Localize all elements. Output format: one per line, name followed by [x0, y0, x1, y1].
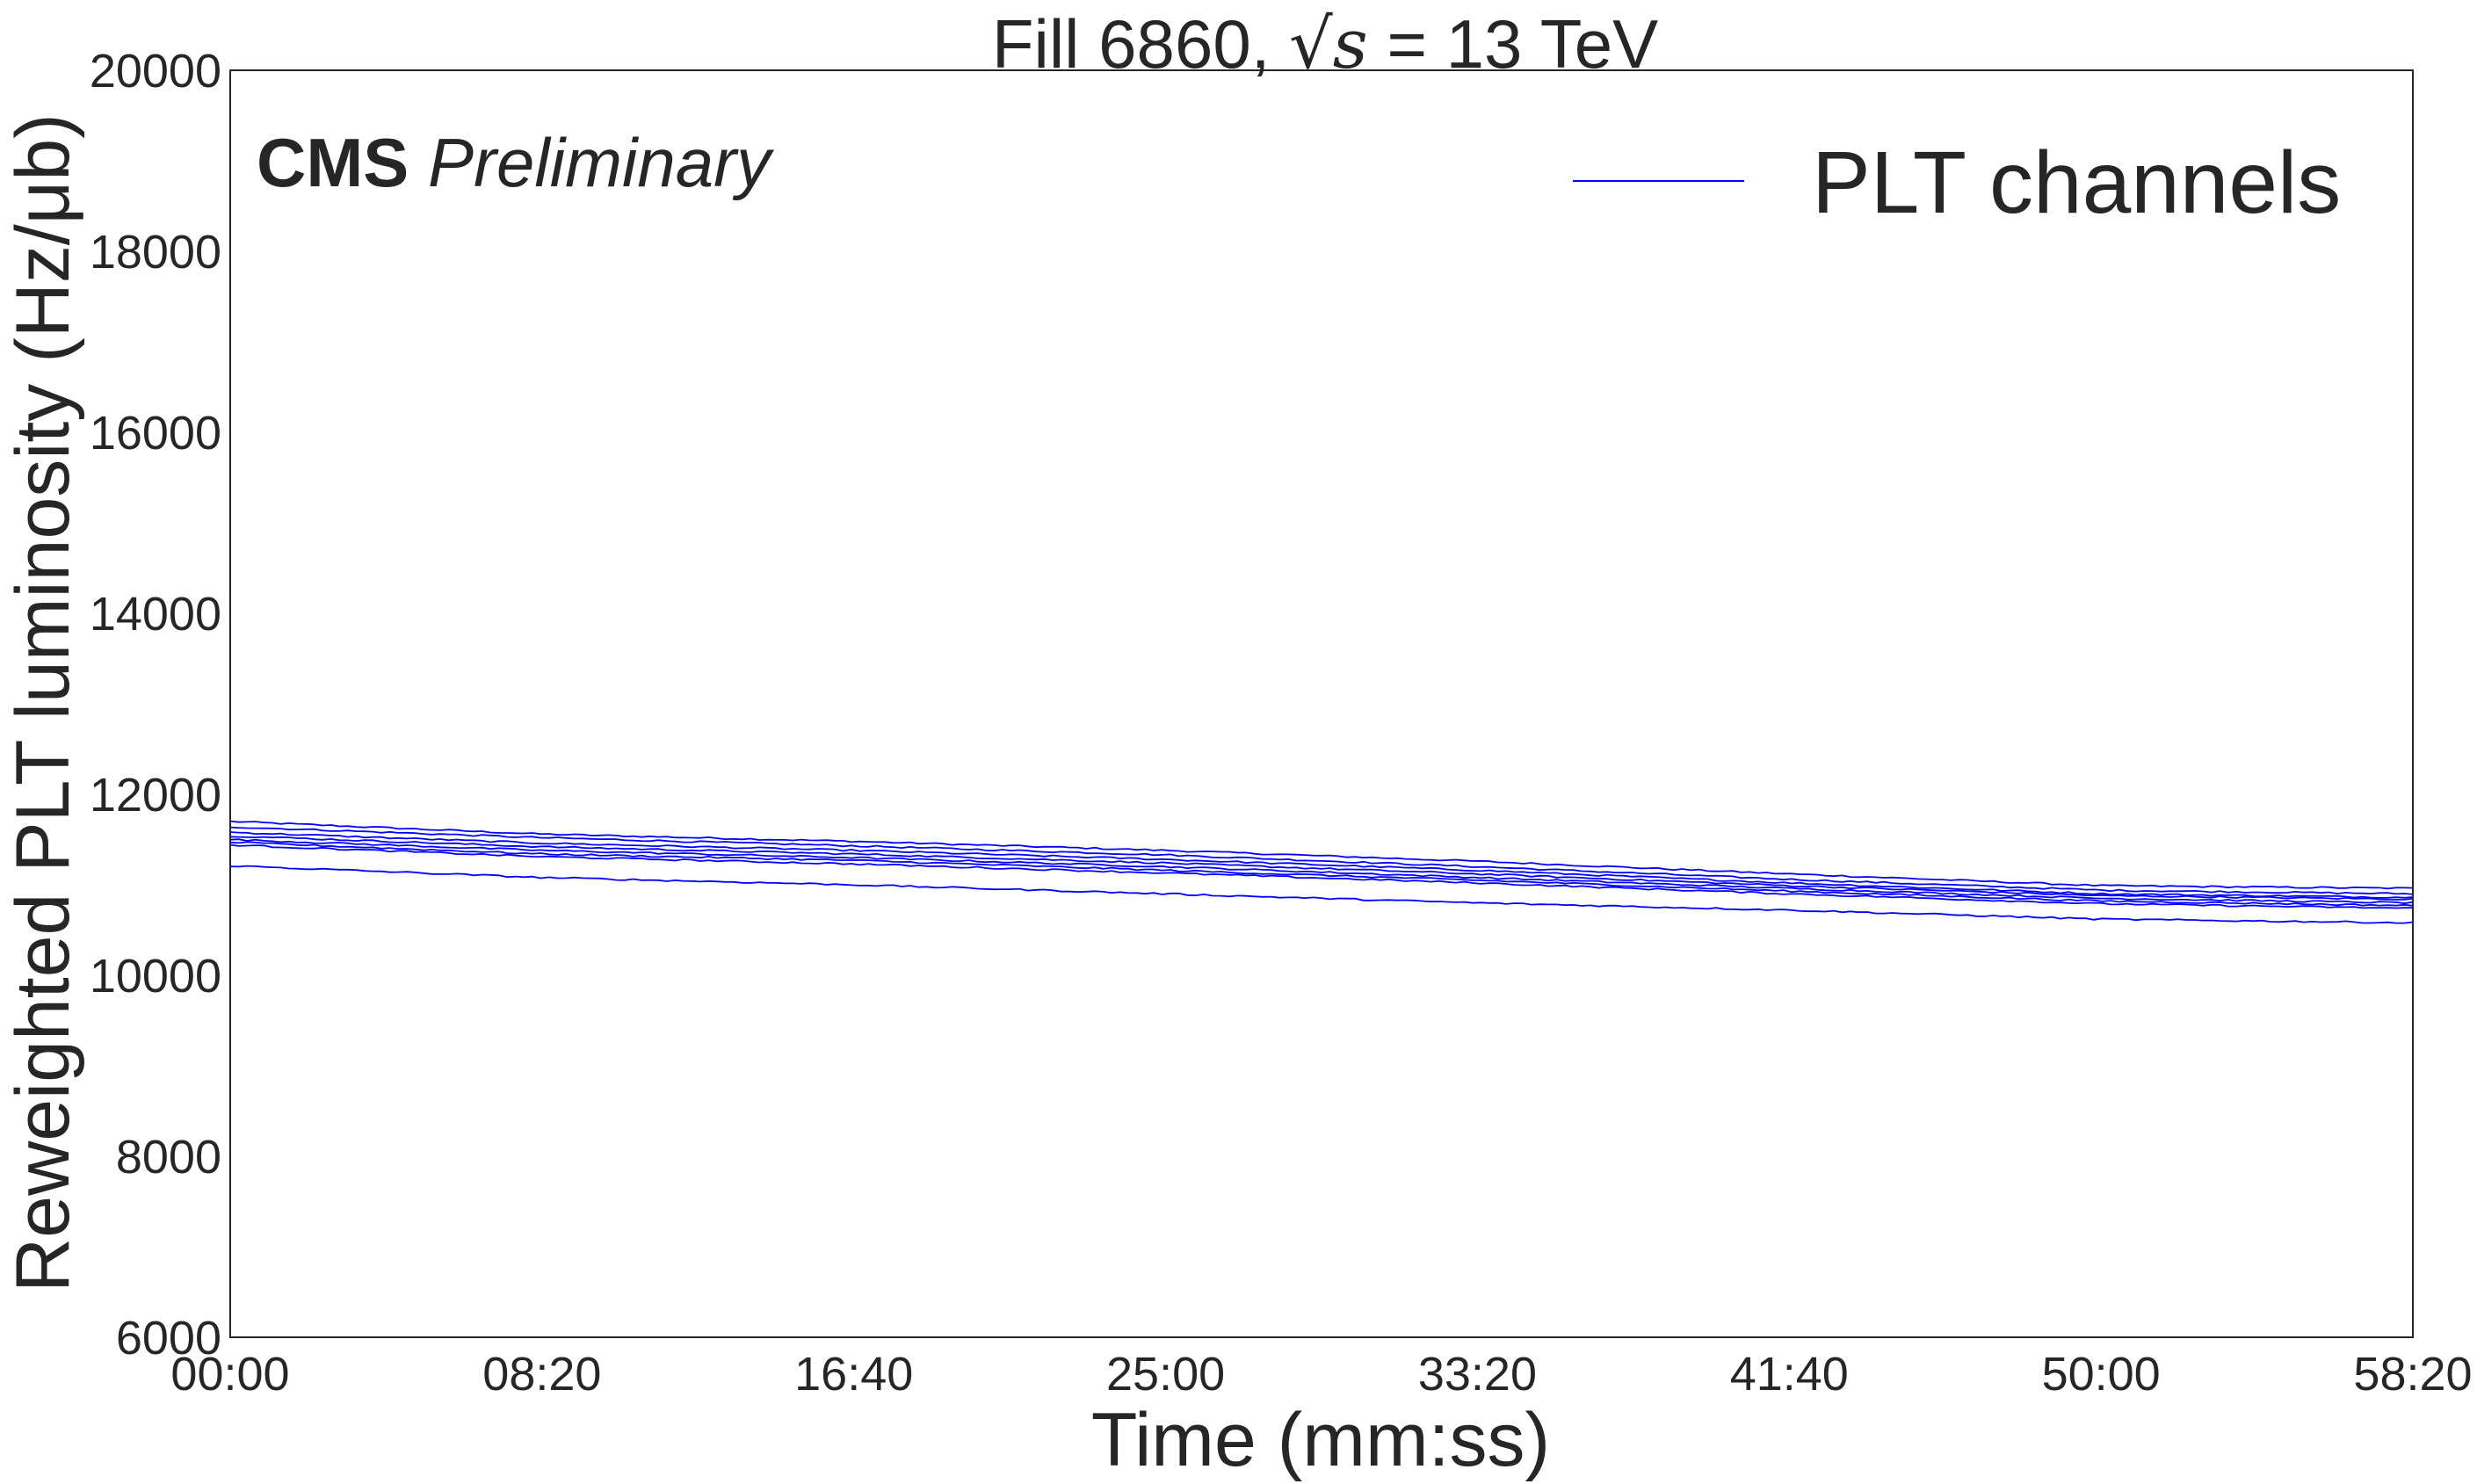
x-axis-ticks: 00:00 08:20 16:40 25:00 33:20 41:40 50:00 58:20: [170, 1348, 2472, 1401]
y-tick-label: 18000: [90, 226, 221, 279]
x-tick-label: 41:40: [1730, 1348, 1849, 1401]
legend-label: PLT channels: [1812, 134, 2341, 232]
x-tick-label: 08:20: [482, 1348, 601, 1401]
plt-channel-line: [229, 826, 2414, 895]
plt-channel-line: [229, 831, 2414, 899]
plot-area: [229, 820, 2414, 924]
x-tick-label: 00:00: [170, 1348, 289, 1401]
legend: PLT channels: [1573, 134, 2341, 232]
x-tick-label: 58:20: [2353, 1348, 2472, 1401]
plt-channel-line: [229, 843, 2413, 909]
x-tick-label: 33:20: [1418, 1348, 1537, 1401]
x-tick-label: 50:00: [2042, 1348, 2161, 1401]
y-tick-label: 12000: [90, 769, 221, 822]
y-tick-label: 14000: [90, 588, 221, 641]
x-tick-label: 25:00: [1106, 1348, 1225, 1401]
y-tick-label: 6000: [116, 1312, 221, 1365]
y-tick-label: 16000: [90, 407, 221, 460]
chart-title: Fill 6860, √s = 13 TeV: [992, 5, 1658, 84]
y-axis-label: Reweighted PLT luminosity (Hz/μb): [1, 113, 85, 1292]
y-tick-label: 10000: [90, 950, 221, 1003]
y-tick-label: 20000: [90, 45, 221, 98]
plt-channel-line: [229, 865, 2414, 924]
x-tick-label: 16:40: [794, 1348, 913, 1401]
plt-channel-line: [229, 841, 2414, 907]
plt-channel-line: [229, 836, 2414, 901]
y-tick-label: 8000: [116, 1131, 221, 1184]
cms-preliminary-label: CMS Preliminary: [257, 124, 774, 201]
y-axis-ticks: 6000 8000 10000 12000 14000 16000 18000 20000: [90, 45, 221, 1365]
plt-channel-line: [229, 820, 2414, 890]
plot-frame: [229, 69, 2414, 1338]
plt-channel-line: [229, 838, 2414, 905]
x-axis-label: Time (mm:ss): [1091, 1398, 1550, 1482]
